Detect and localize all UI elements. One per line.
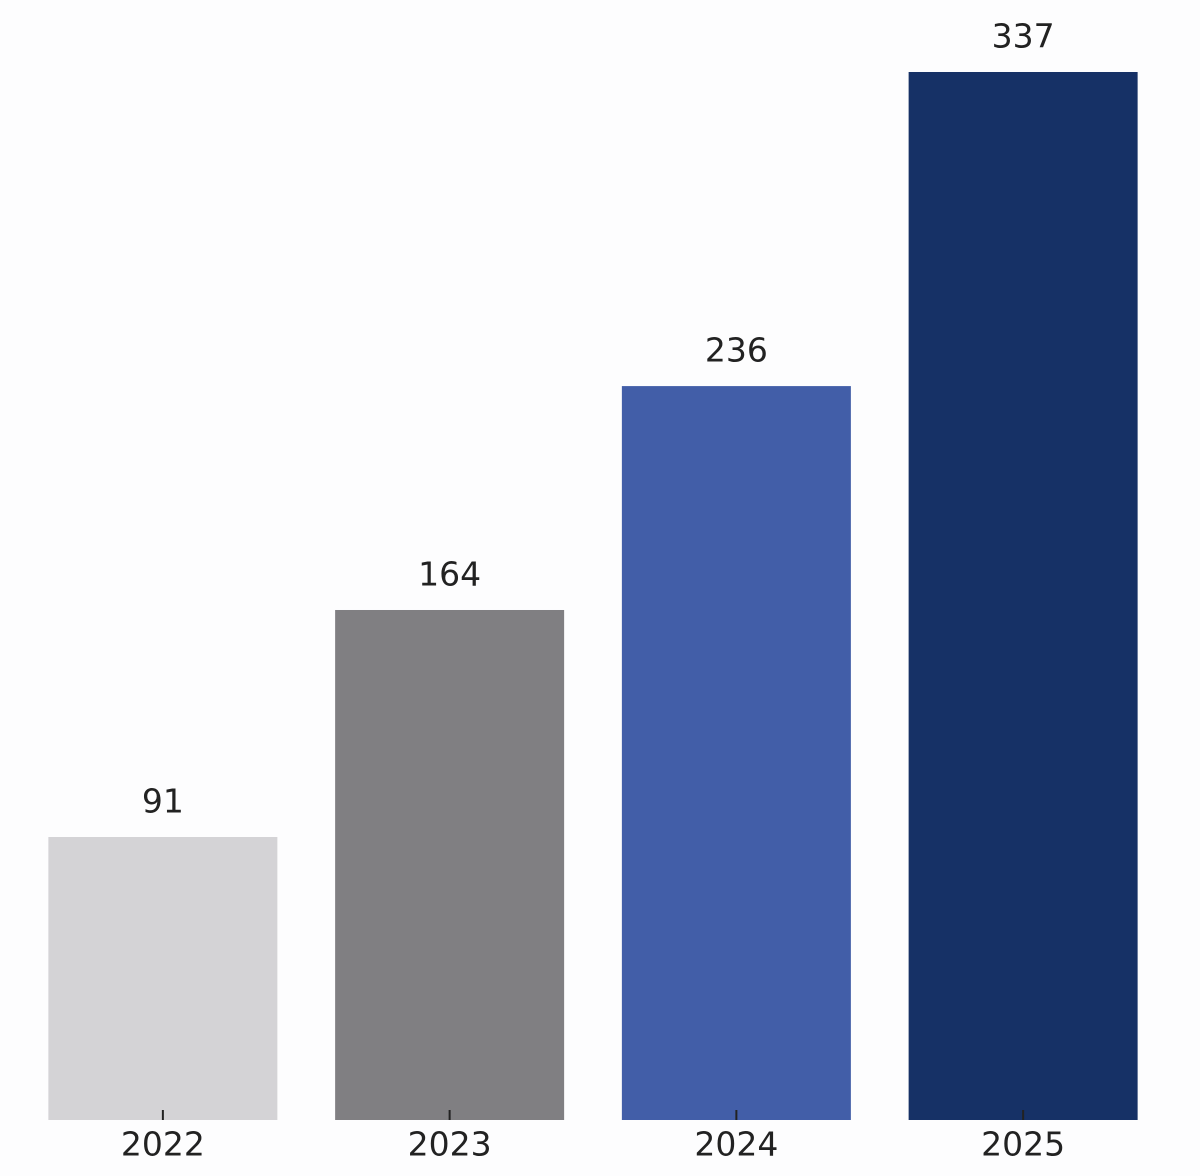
value-label: 337	[992, 17, 1055, 56]
value-label: 236	[705, 331, 768, 370]
bar	[621, 386, 851, 1121]
value-label: 91	[142, 782, 184, 821]
bar	[48, 837, 278, 1120]
x-tick-label: 2025	[981, 1125, 1065, 1164]
bar	[335, 609, 565, 1120]
value-label: 164	[418, 554, 481, 593]
x-tick-label: 2024	[694, 1125, 778, 1164]
bar	[908, 72, 1138, 1120]
x-tick-label: 2022	[121, 1125, 205, 1164]
x-tick-label: 2023	[408, 1125, 492, 1164]
